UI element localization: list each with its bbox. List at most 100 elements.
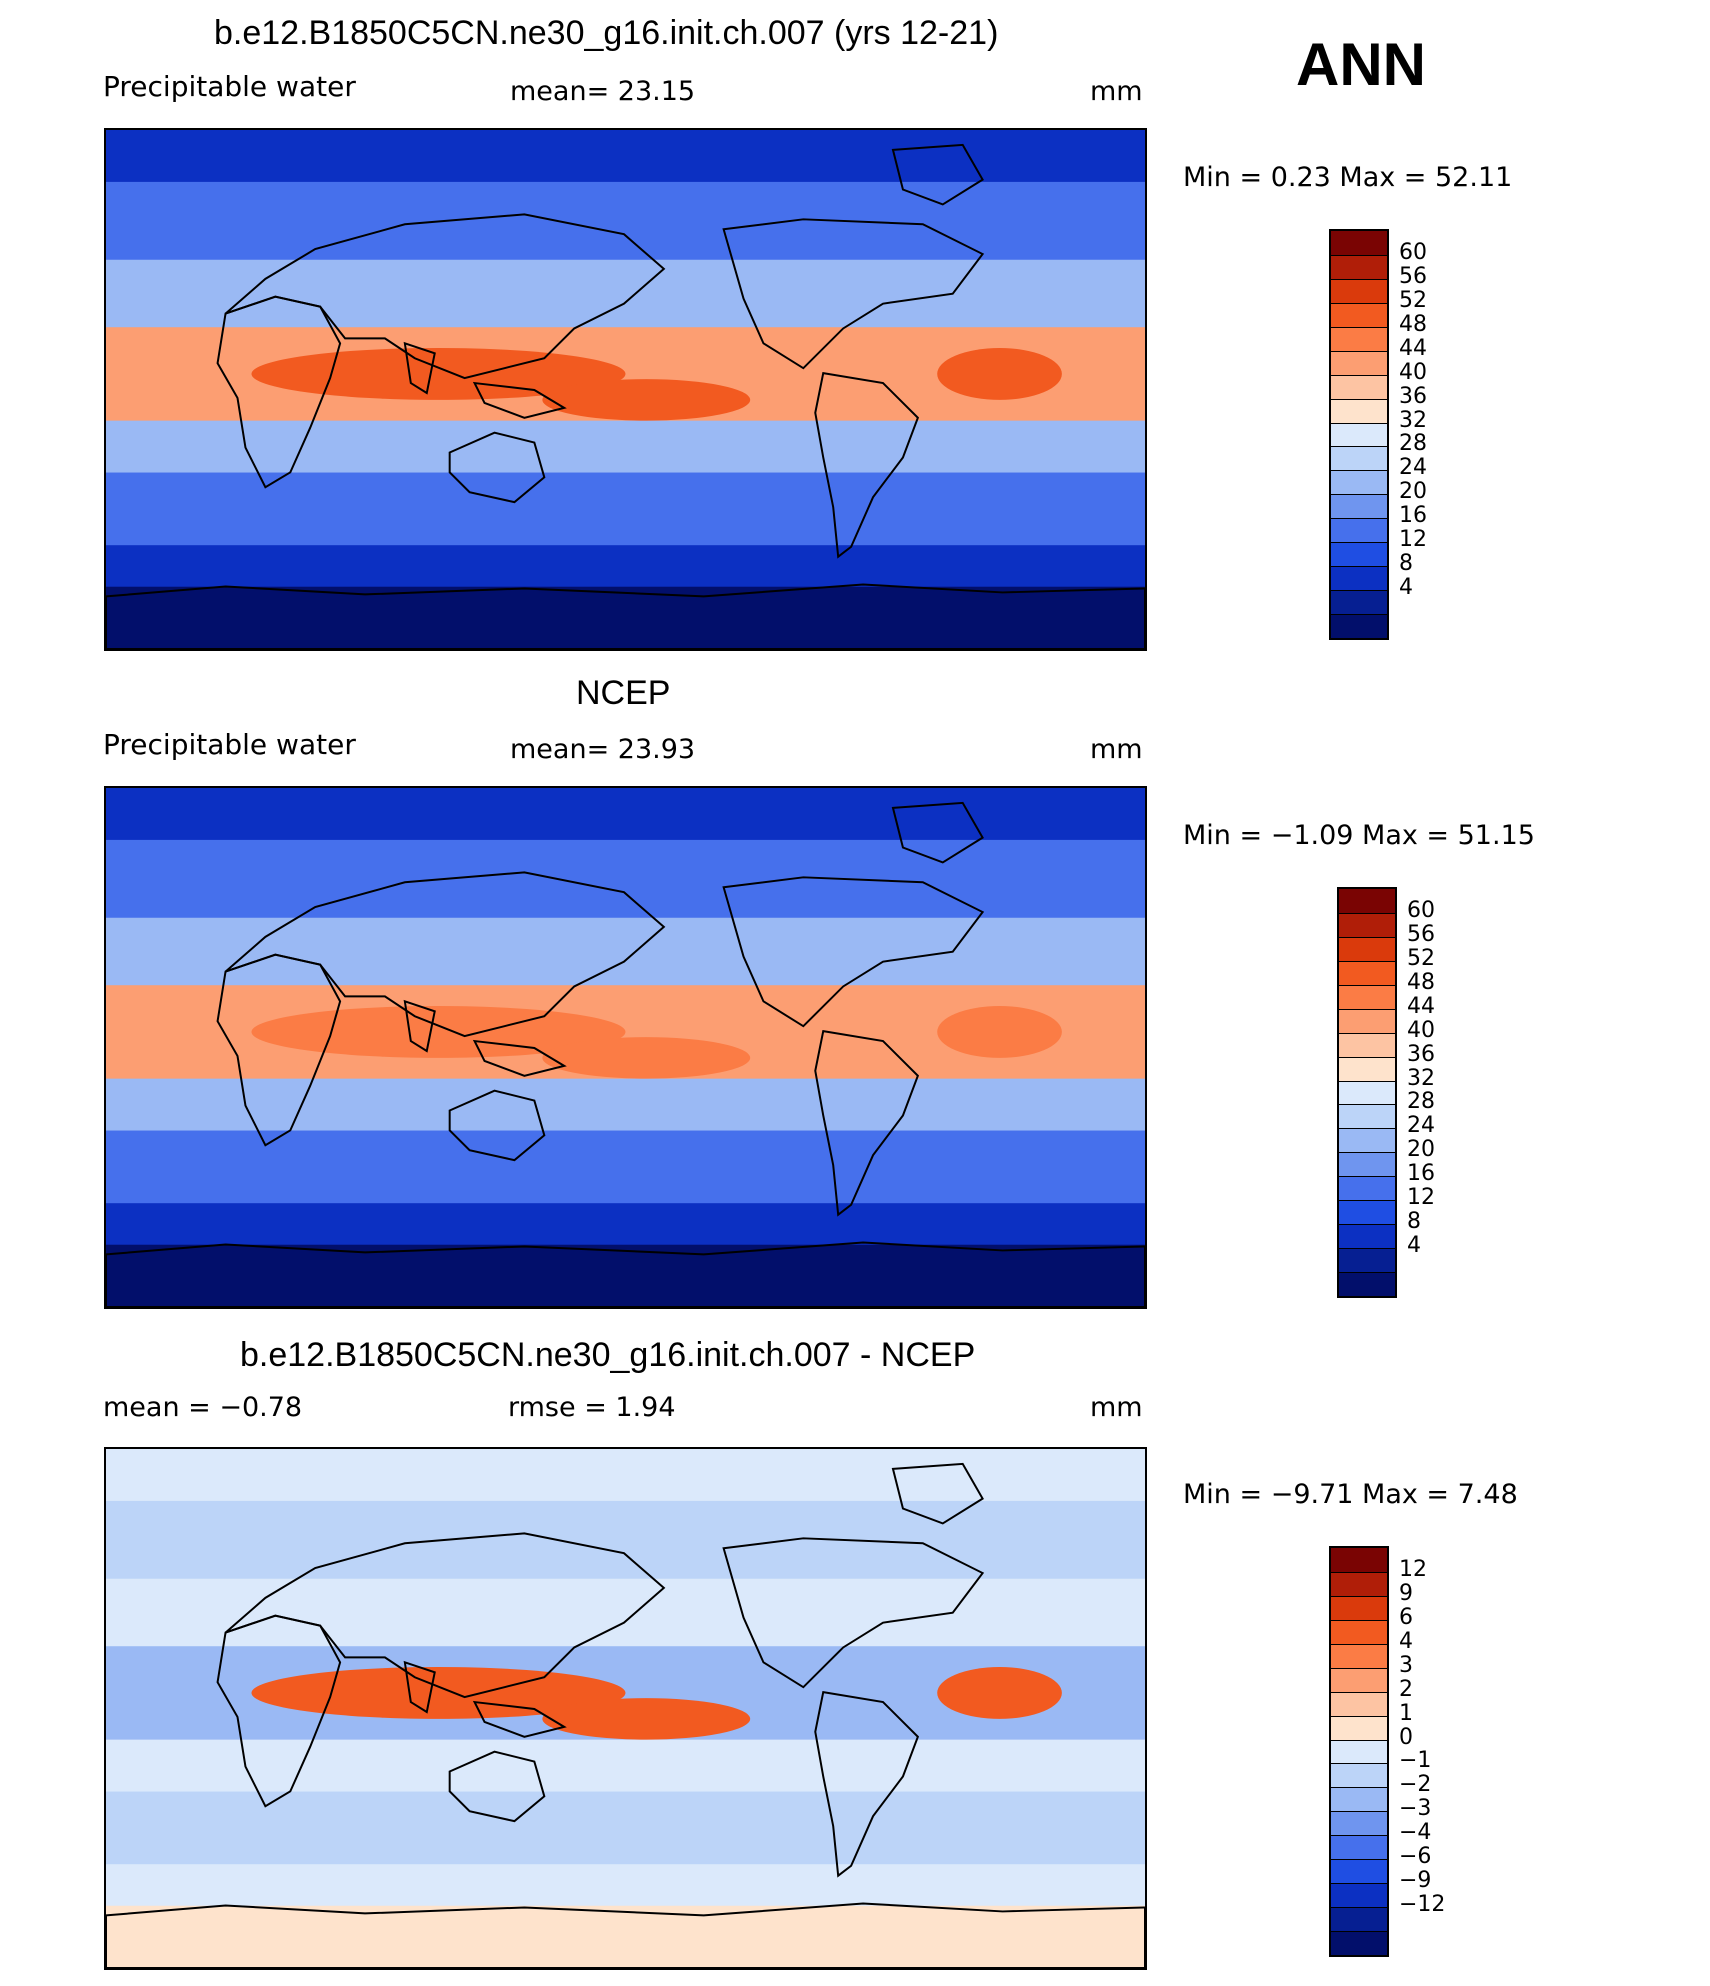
colorbar-tick-label: −4 xyxy=(1399,1820,1432,1846)
colorbar-swatch xyxy=(1339,1008,1395,1033)
map-band xyxy=(106,259,1145,329)
colorbar-swatch xyxy=(1339,960,1395,985)
colorbar-swatch xyxy=(1331,1787,1387,1812)
map-band xyxy=(106,1739,1145,1793)
panel-2-mean: mean= 23.93 xyxy=(510,734,696,765)
colorbar-tick-label: 52 xyxy=(1407,945,1435,971)
colorbar-swatch xyxy=(1339,1248,1395,1273)
colorbar-swatch xyxy=(1331,1811,1387,1836)
colorbar-tick-label: −6 xyxy=(1399,1844,1432,1870)
coastline xyxy=(448,1750,546,1823)
colorbar-tick-label: 44 xyxy=(1399,335,1427,361)
colorbar-swatch xyxy=(1331,494,1387,519)
colorbar-tick-label: 4 xyxy=(1407,1233,1421,1259)
colorbar-swatch xyxy=(1331,1691,1387,1716)
colorbar-swatch xyxy=(1331,254,1387,279)
colorbar-tick-label: −2 xyxy=(1399,1772,1432,1798)
colorbar-swatch xyxy=(1331,1739,1387,1764)
map-band xyxy=(106,1203,1145,1246)
coastline xyxy=(448,1089,546,1162)
colorbar-swatch xyxy=(1331,1595,1387,1620)
panel-2-map xyxy=(104,786,1147,1309)
coastline xyxy=(472,1039,567,1077)
colorbar-swatch xyxy=(1331,326,1387,351)
map-anomaly-blob xyxy=(937,347,1062,400)
colorbar-tick-label: −1 xyxy=(1399,1748,1432,1774)
colorbar-swatch xyxy=(1331,231,1387,255)
colorbar-swatch xyxy=(1339,1200,1395,1225)
coastline xyxy=(722,1537,985,1689)
map-band xyxy=(106,545,1145,588)
map-anomaly-blob xyxy=(937,1666,1062,1719)
colorbar-tick-label: −9 xyxy=(1399,1868,1432,1894)
colorbar-tick-label: 8 xyxy=(1407,1209,1421,1235)
colorbar-tick-label: 0 xyxy=(1399,1724,1413,1750)
map-band xyxy=(106,1864,1145,1907)
map-band xyxy=(106,1130,1145,1205)
colorbar-tick-label: 8 xyxy=(1399,551,1413,577)
colorbar-swatch xyxy=(1331,1835,1387,1860)
coastline xyxy=(224,871,666,1038)
colorbar-tick-label: 28 xyxy=(1399,431,1427,457)
panel-3-colorbar xyxy=(1329,1546,1389,1957)
colorbar-tick-label: 56 xyxy=(1407,921,1435,947)
panel-3-rmse: rmse = 1.94 xyxy=(508,1392,676,1423)
colorbar-tick-label: 6 xyxy=(1399,1604,1413,1630)
coastline xyxy=(472,381,567,419)
coastline xyxy=(403,999,436,1053)
map-field xyxy=(106,130,1145,649)
colorbar-tick-label: 20 xyxy=(1399,479,1427,505)
panel-1-minmax: Min = 0.23 Max = 52.11 xyxy=(1183,162,1513,193)
panel-2-variable-label: Precipitable water xyxy=(103,728,356,761)
colorbar-tick-label: 32 xyxy=(1399,407,1427,433)
panel-2-title: NCEP xyxy=(576,674,671,712)
map-band xyxy=(106,1905,1145,1968)
coastline xyxy=(403,1660,436,1714)
map-band xyxy=(106,1244,1145,1307)
map-band xyxy=(106,586,1145,649)
coastline xyxy=(224,1532,666,1699)
map-anomaly-blob xyxy=(542,1037,751,1079)
colorbar-swatch xyxy=(1331,1548,1387,1572)
map-field xyxy=(106,1449,1145,1968)
colorbar-tick-label: 4 xyxy=(1399,1628,1413,1654)
panel-3-units: mm xyxy=(1090,1392,1143,1423)
coastline xyxy=(448,431,546,504)
colorbar-swatch xyxy=(1331,614,1387,638)
colorbar-swatch xyxy=(1331,446,1387,471)
colorbar-swatch xyxy=(1339,1176,1395,1201)
colorbar-tick-label: 1 xyxy=(1399,1700,1413,1726)
map-band xyxy=(106,839,1145,919)
colorbar-tick-label: 24 xyxy=(1399,455,1427,481)
map-band xyxy=(106,1449,1145,1502)
colorbar-tick-label: 60 xyxy=(1399,239,1427,265)
colorbar-swatch xyxy=(1331,518,1387,543)
colorbar-swatch xyxy=(1331,1883,1387,1908)
map-band xyxy=(106,1078,1145,1132)
colorbar-swatch xyxy=(1339,984,1395,1009)
panel-2-minmax: Min = −1.09 Max = 51.15 xyxy=(1183,820,1535,851)
colorbar-swatch xyxy=(1331,542,1387,567)
coastline xyxy=(814,1029,920,1217)
colorbar-tick-label: 2 xyxy=(1399,1676,1413,1702)
panel-3-title: b.e12.B1850C5CN.ne30_g16.init.ch.007 - N… xyxy=(240,1336,976,1374)
colorbar-tick-label: 36 xyxy=(1407,1041,1435,1067)
map-band xyxy=(106,181,1145,261)
map-band xyxy=(106,472,1145,547)
colorbar-swatch xyxy=(1339,1272,1395,1296)
panel-1-colorbar xyxy=(1329,229,1389,640)
map-band xyxy=(106,1500,1145,1580)
colorbar-tick-label: −12 xyxy=(1399,1892,1446,1918)
colorbar-swatch xyxy=(1331,1643,1387,1668)
colorbar-tick-label: 60 xyxy=(1407,897,1435,923)
colorbar-tick-label: 20 xyxy=(1407,1137,1435,1163)
colorbar-swatch xyxy=(1339,1128,1395,1153)
map-anomaly-blob xyxy=(542,379,751,421)
colorbar-swatch xyxy=(1331,1715,1387,1740)
colorbar-tick-label: 24 xyxy=(1407,1113,1435,1139)
coastline xyxy=(403,341,436,395)
colorbar-swatch xyxy=(1339,1152,1395,1177)
map-anomaly-blob xyxy=(937,1005,1062,1058)
colorbar-tick-label: 12 xyxy=(1399,527,1427,553)
colorbar-tick-label: 48 xyxy=(1407,969,1435,995)
